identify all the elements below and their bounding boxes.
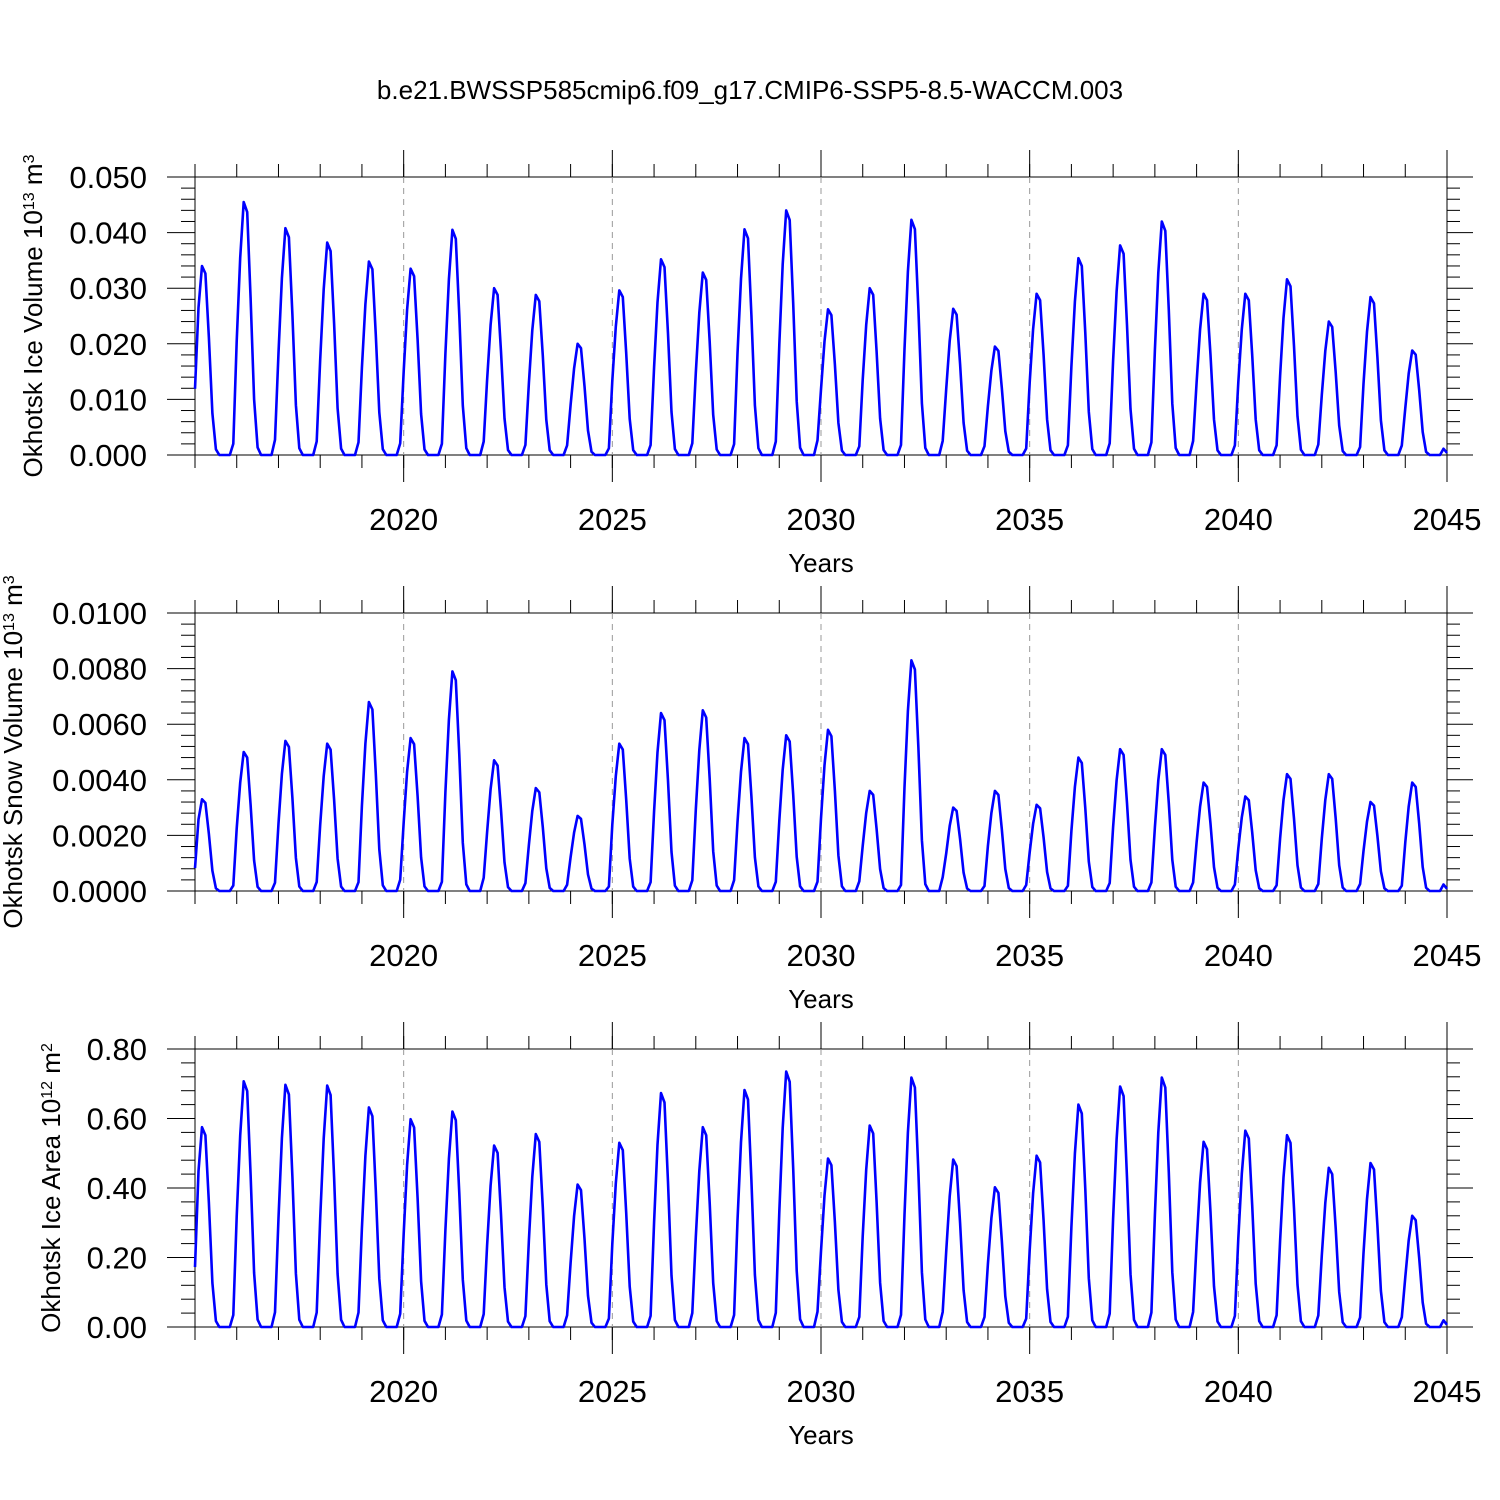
figure-title: b.e21.BWSSP585cmip6.f09_g17.CMIP6-SSP5-8… [377, 75, 1123, 105]
series-line [193, 659, 1449, 893]
y-tick-label: 0.80 [87, 1032, 147, 1067]
x-tick-label: 2040 [1204, 938, 1273, 973]
x-tick-label: 2045 [1413, 502, 1482, 537]
panel-snow-volume: 0.0000 0.0020 0.0040 0.0060 0.0080 0.0100 2020… [0, 575, 1481, 1014]
x-tick-label: 2020 [369, 938, 438, 973]
x-tick-label: 2020 [369, 502, 438, 537]
y-tick-label: 0.020 [69, 327, 147, 362]
y-tick-label: 0.0020 [52, 818, 147, 853]
x-tick-label: 2045 [1413, 1374, 1482, 1409]
x-tick-label: 2030 [787, 1374, 856, 1409]
series-line [193, 1070, 1449, 1329]
y-tick-label: 0.010 [69, 382, 147, 417]
x-tick-label: 2045 [1413, 938, 1482, 973]
x-tick-label: 2035 [995, 938, 1064, 973]
y-tick-label: 0.000 [69, 438, 147, 473]
x-tick-label: 2025 [578, 1374, 647, 1409]
y-tick-label: 0.030 [69, 271, 147, 306]
y-axis-title: Okhotsk Ice Area 1012 m2 [36, 1043, 66, 1333]
x-tick-label: 2035 [995, 502, 1064, 537]
x-tick-label: 2040 [1204, 1374, 1273, 1409]
x-tick-label: 2030 [787, 502, 856, 537]
panel-ice-area: 0.00 0.20 0.40 0.60 0.80 2020 2025 2030 2035 2040… [36, 1022, 1481, 1450]
x-tick-label: 2040 [1204, 502, 1273, 537]
y-tick-label: 0.20 [87, 1241, 147, 1276]
x-tick-label: 2025 [578, 938, 647, 973]
y-axis-title: Okhotsk Snow Volume 1013 m3 [0, 575, 28, 928]
y-tick-label: 0.0100 [52, 596, 147, 631]
y-tick-label: 0.0040 [52, 763, 147, 798]
x-tick-label: 2035 [995, 1374, 1064, 1409]
x-tick-label: 2020 [369, 1374, 438, 1409]
x-axis-title: Years [788, 548, 854, 578]
x-axis-title: Years [788, 984, 854, 1014]
y-tick-label: 0.60 [87, 1102, 147, 1137]
y-axis-title: Okhotsk Ice Volume 1013 m3 [18, 154, 48, 477]
y-tick-label: 0.040 [69, 216, 147, 251]
x-axis-title: Years [788, 1420, 854, 1450]
y-tick-label: 0.050 [69, 160, 147, 195]
y-tick-label: 0.0000 [52, 874, 147, 909]
y-tick-label: 0.0080 [52, 652, 147, 687]
series-line [193, 200, 1448, 457]
panel-ice-volume: 0.000 0.010 0.020 0.030 0.040 0.050 2020 2025 20… [18, 150, 1481, 578]
x-tick-label: 2025 [578, 502, 647, 537]
x-tick-label: 2030 [787, 938, 856, 973]
y-tick-label: 0.40 [87, 1171, 147, 1206]
y-tick-label: 0.00 [87, 1310, 147, 1345]
y-tick-label: 0.0060 [52, 707, 147, 742]
